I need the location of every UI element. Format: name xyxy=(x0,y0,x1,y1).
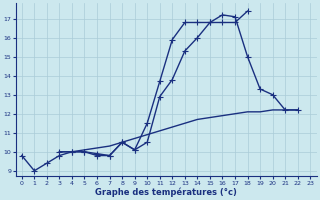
X-axis label: Graphe des températures (°c): Graphe des températures (°c) xyxy=(95,187,237,197)
